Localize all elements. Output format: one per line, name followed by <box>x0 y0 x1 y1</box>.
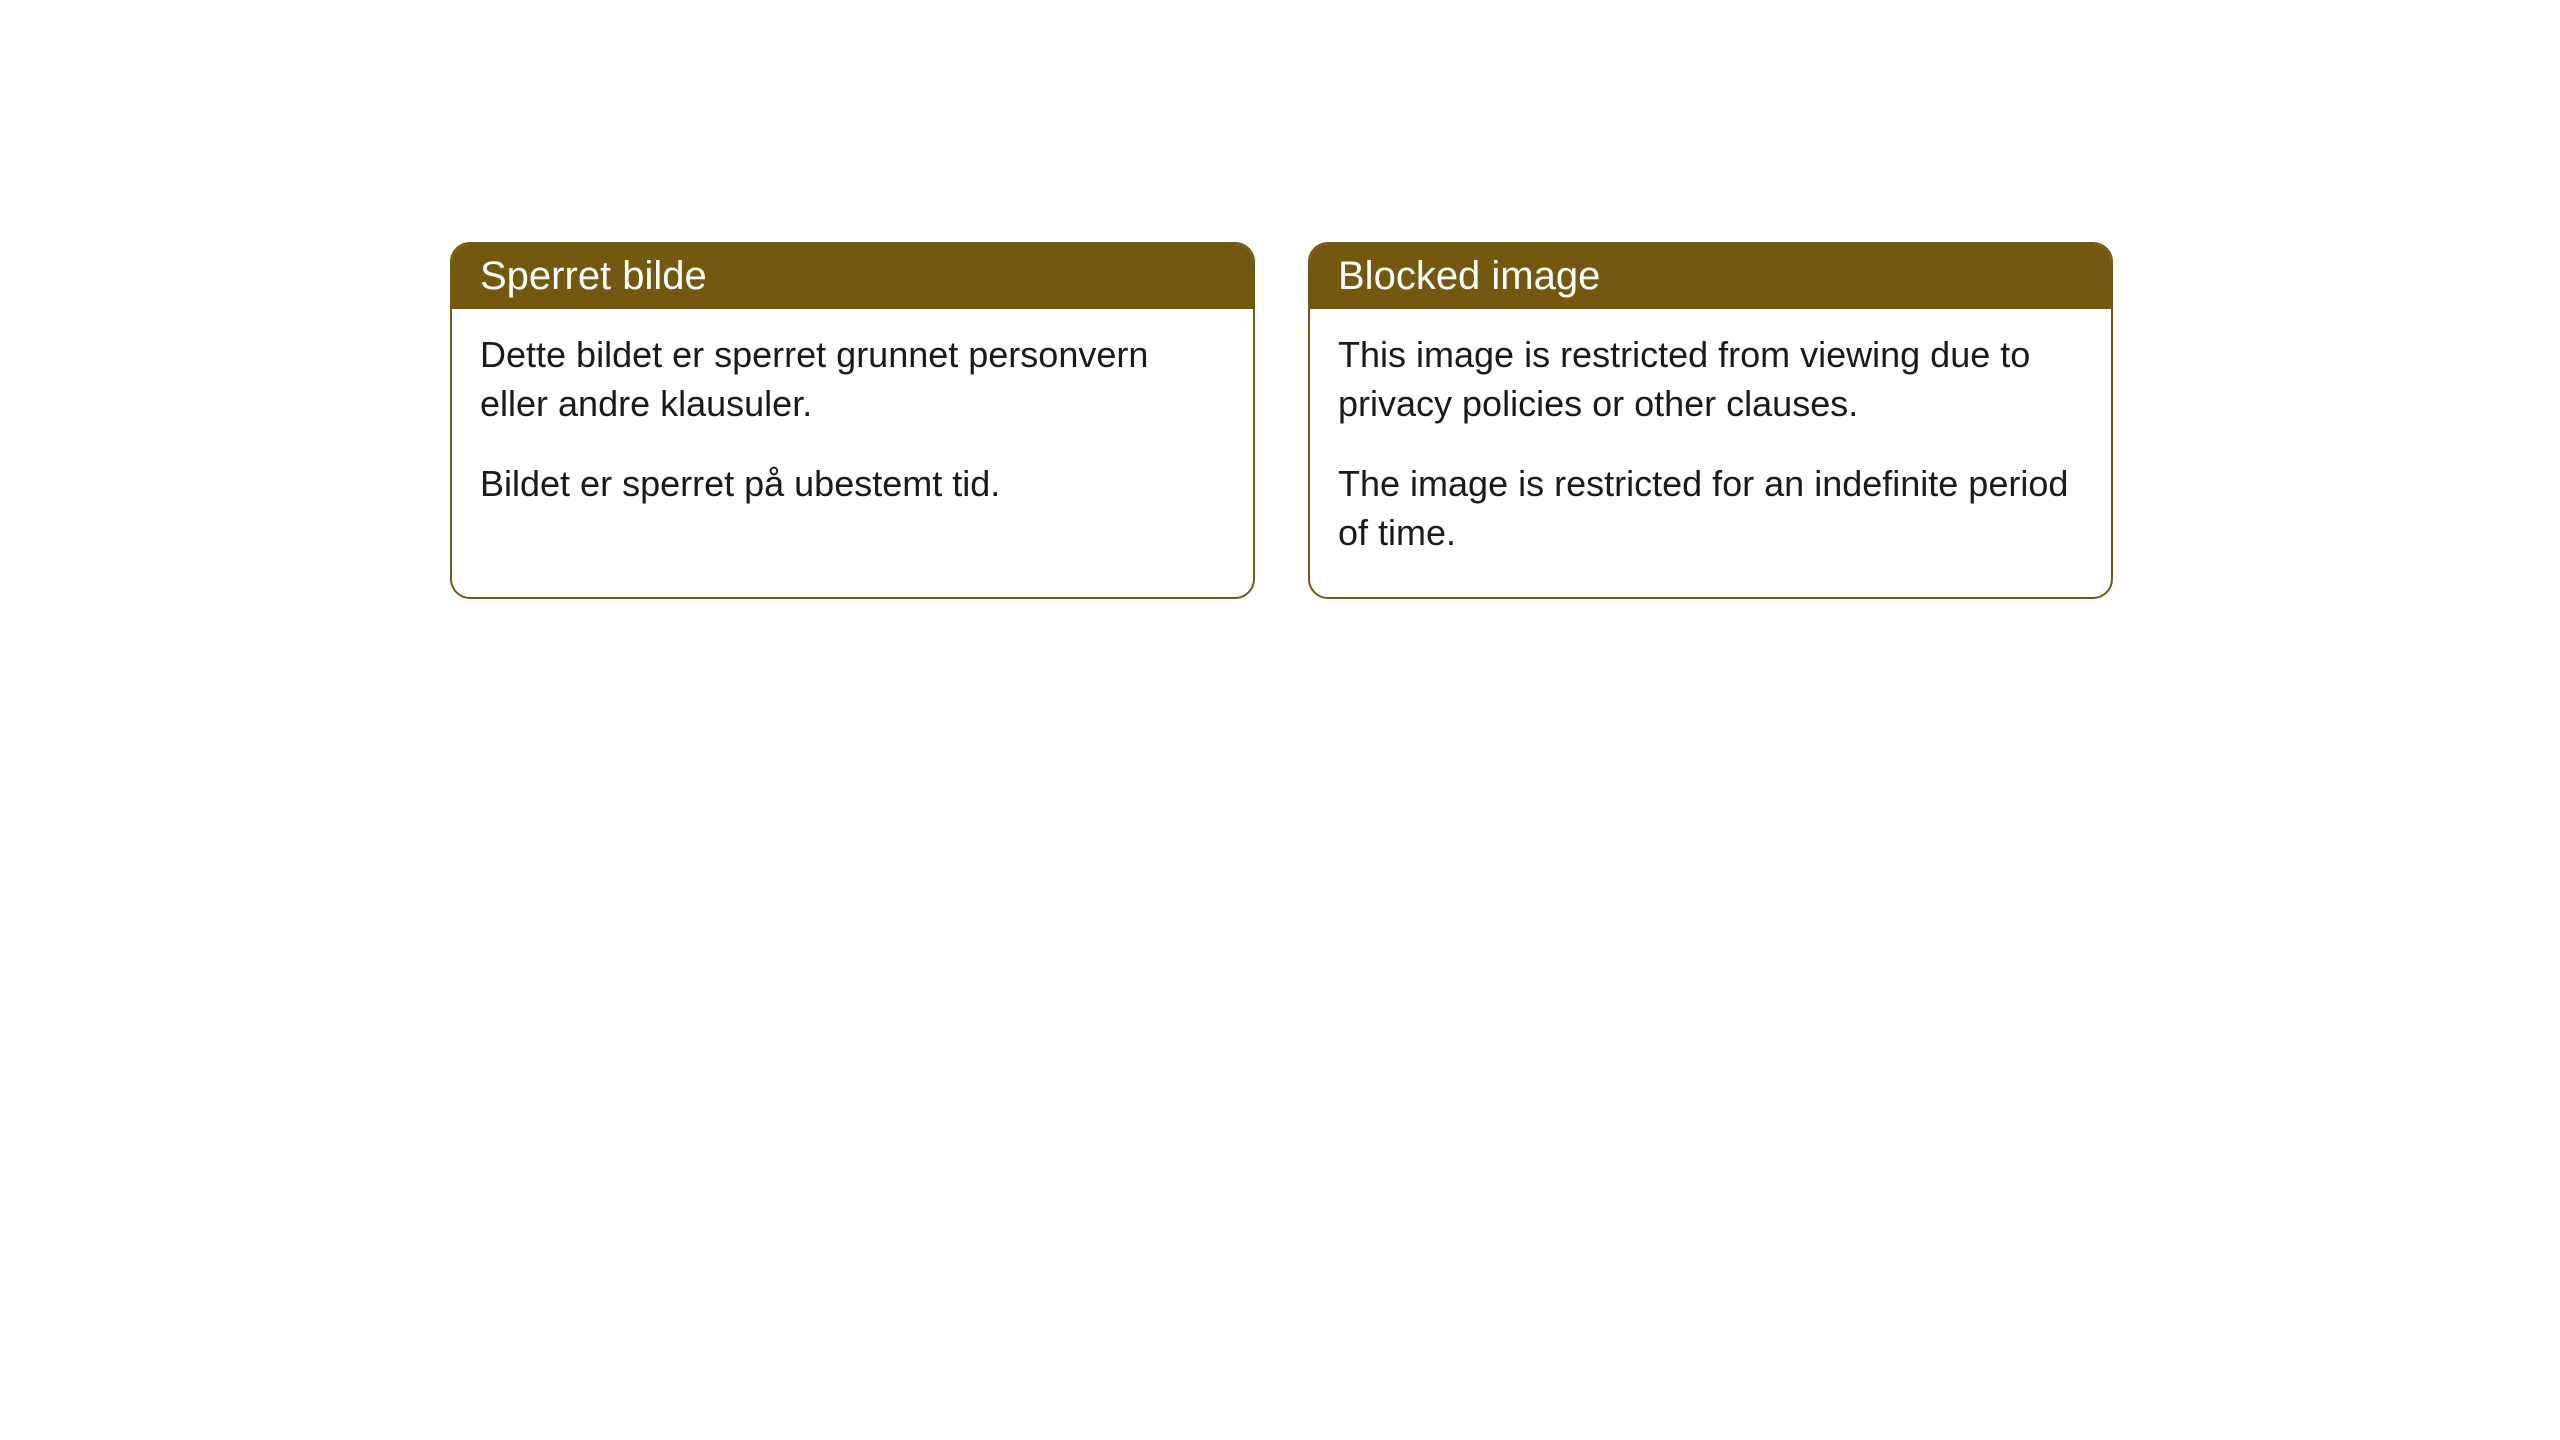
notice-title: Blocked image <box>1310 244 2111 309</box>
notice-body: This image is restricted from viewing du… <box>1310 309 2111 597</box>
notice-container: Sperret bilde Dette bildet er sperret gr… <box>450 242 2113 599</box>
notice-body: Dette bildet er sperret grunnet personve… <box>452 309 1253 549</box>
notice-paragraph: The image is restricted for an indefinit… <box>1338 460 2083 557</box>
notice-card-norwegian: Sperret bilde Dette bildet er sperret gr… <box>450 242 1255 599</box>
notice-paragraph: Bildet er sperret på ubestemt tid. <box>480 460 1225 509</box>
notice-paragraph: Dette bildet er sperret grunnet personve… <box>480 331 1225 428</box>
notice-paragraph: This image is restricted from viewing du… <box>1338 331 2083 428</box>
notice-card-english: Blocked image This image is restricted f… <box>1308 242 2113 599</box>
notice-title: Sperret bilde <box>452 244 1253 309</box>
